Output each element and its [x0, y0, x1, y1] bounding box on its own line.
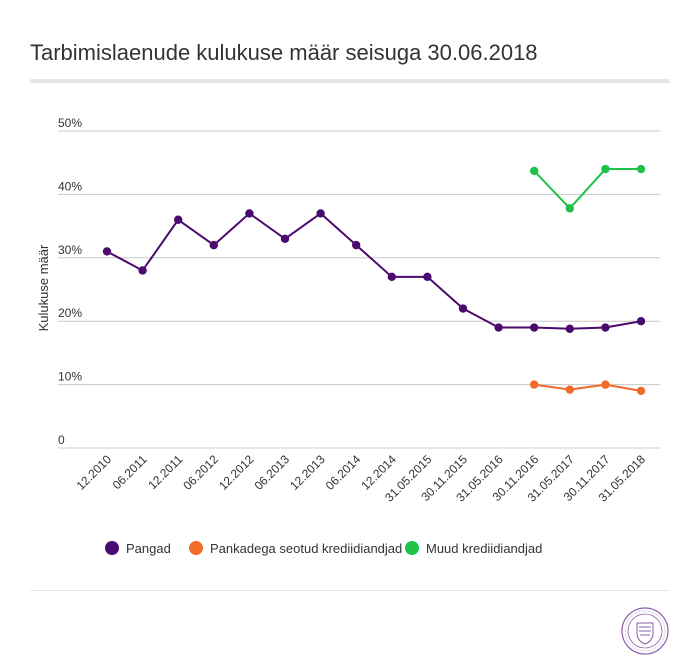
x-tick-label: 06.2011: [110, 452, 150, 492]
x-tick-label: 06.2012: [180, 452, 221, 493]
x-tick-label: 06.2013: [252, 452, 293, 493]
y-tick-label: 40%: [58, 179, 82, 193]
legend-label: Muud krediidiandjad: [426, 541, 542, 556]
grid-lines: [58, 130, 660, 449]
y-tick-label: 20%: [58, 306, 82, 320]
legend-label: Pangad: [126, 541, 171, 556]
x-tick-label: 12.2010: [74, 452, 115, 493]
x-tick-label: 12.2013: [287, 452, 328, 493]
data-point: [565, 385, 574, 394]
data-point: [601, 380, 610, 389]
legend-marker: [405, 541, 419, 555]
x-tick-label: 12.2011: [145, 452, 185, 492]
data-point: [280, 234, 290, 243]
line-chart: 010%20%30%40%50% Kulukuse määr 12.201006…: [36, 116, 660, 556]
series-line: [534, 383, 642, 392]
estonian-seal-icon: [621, 607, 669, 655]
data-point: [636, 317, 646, 326]
data-point: [245, 209, 254, 218]
data-point: [102, 247, 112, 256]
data-point: [352, 240, 361, 250]
x-tick-labels: 12.201006.201112.201106.201212.201206.20…: [74, 452, 649, 505]
y-tick-label: 50%: [58, 116, 82, 130]
series-line: [533, 168, 641, 210]
legend-marker: [189, 541, 203, 555]
y-tick-label: 10%: [58, 370, 82, 384]
data-point: [174, 215, 183, 224]
y-tick-label: 30%: [58, 243, 82, 257]
footer-divider: [30, 590, 670, 591]
data-point: [601, 323, 610, 332]
legend-marker: [105, 541, 119, 555]
data-point: [458, 304, 468, 313]
data-point: [530, 166, 539, 176]
x-tick-label: 06.2014: [323, 452, 364, 493]
legend-label: Pankadega seotud krediidiandjad: [210, 541, 402, 556]
y-tick-label: 0: [58, 433, 65, 447]
data-point: [209, 240, 218, 250]
chart-title: Tarbimislaenude kulukuse määr seisuga 30…: [30, 40, 538, 65]
series-line: [106, 212, 642, 330]
y-tick-labels: 0 10% 20% 30% 40% 50%: [58, 116, 82, 447]
data-point: [387, 272, 396, 282]
data-point: [530, 323, 539, 332]
data-point: [565, 204, 574, 213]
data-point: [316, 209, 325, 218]
data-point: [423, 272, 432, 282]
data-point: [530, 380, 539, 389]
data-point: [636, 386, 646, 396]
data-point: [601, 164, 610, 174]
data-point: [494, 323, 503, 332]
x-tick-label: 12.2012: [216, 452, 257, 493]
legend: Pangad Pankadega seotud krediidiandjad Muu…: [105, 541, 542, 556]
data-point: [565, 324, 574, 334]
title-divider: [30, 79, 670, 83]
data-point: [138, 266, 147, 275]
data-point: [636, 164, 646, 174]
y-axis-title: Kulukuse määr: [36, 244, 51, 331]
series-layer: [102, 164, 646, 396]
